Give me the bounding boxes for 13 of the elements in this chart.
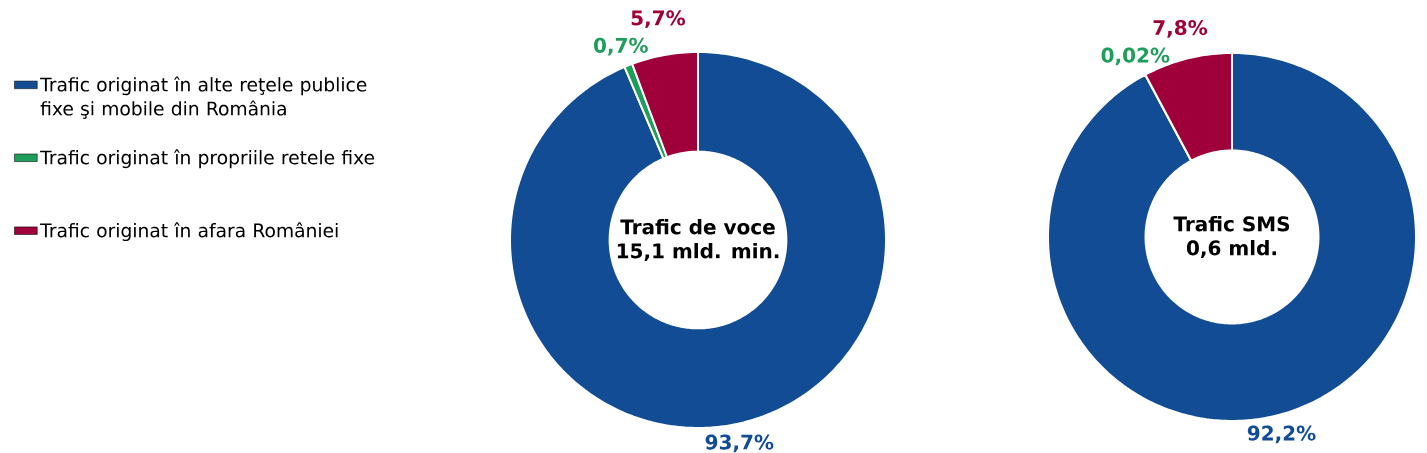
legend-label: Trafic originat în alte reţele publice fixe şi mobile din România xyxy=(40,76,367,119)
legend-label: Trafic originat în afara României xyxy=(40,222,338,242)
data-label: 93,7% xyxy=(705,434,774,453)
text: Trafic SMS xyxy=(1173,215,1290,232)
data-label: 0,02% xyxy=(1101,47,1170,66)
data-label: 5,7% xyxy=(631,10,686,29)
data-label: 92,2% xyxy=(1247,425,1316,444)
text: Trafic de voce xyxy=(620,218,775,235)
data-label: 0,7% xyxy=(594,37,648,56)
legend-label: Trafic originat în propriile retele fixe xyxy=(40,149,375,169)
text: 15,1 mld. min. xyxy=(617,242,779,262)
text: 0,6 mld. xyxy=(1186,239,1276,259)
data-label: 7,8% xyxy=(1153,20,1208,38)
